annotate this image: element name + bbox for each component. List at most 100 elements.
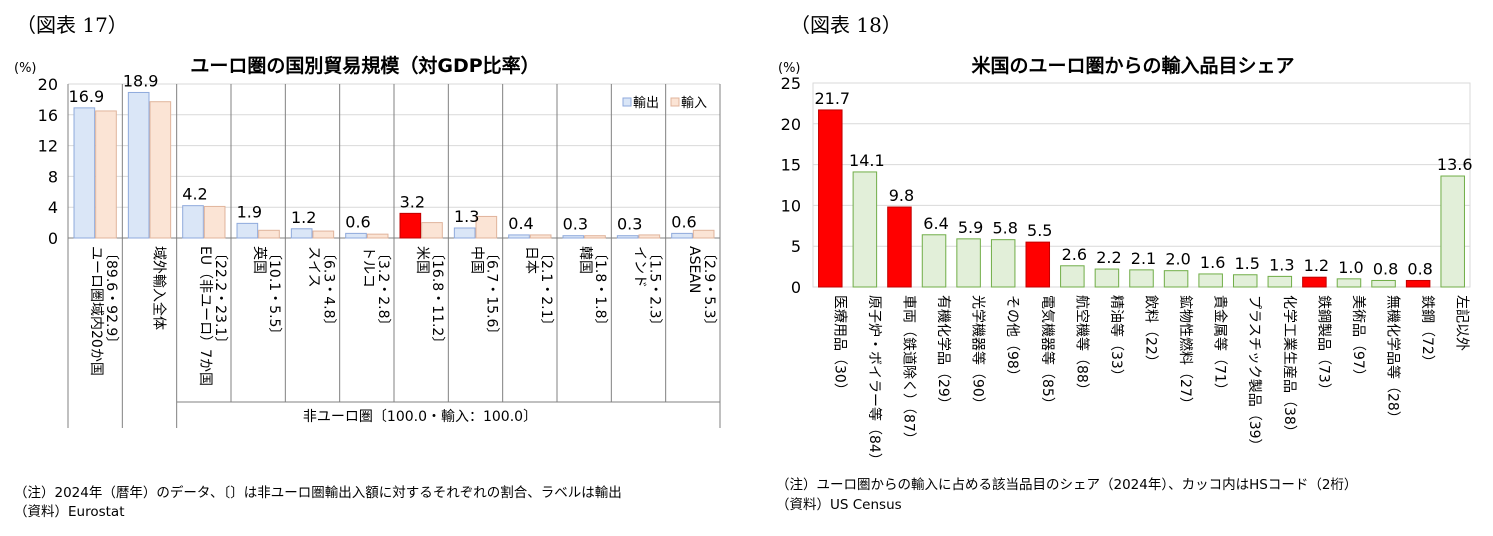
left-category-label: 域外輸入全体: [151, 246, 168, 330]
left-data-label: 18.9: [123, 71, 159, 90]
left-bar-import: [421, 222, 443, 239]
left-note: （注）2024年（暦年）のデータ、〔〕は非ユーロ圏輸出入額に対するそれぞれの割合…: [14, 485, 622, 501]
left-data-label: 0.3: [563, 215, 588, 234]
left-bar-import: [584, 235, 606, 239]
left-category-sublabel: 〔2.1・2.1〕: [538, 246, 554, 333]
left-bar-import: [475, 215, 498, 239]
right-category-label: その他（98）: [1004, 295, 1020, 383]
right-unit-label: (%): [778, 61, 801, 76]
left-category-sublabel: 〔6.3・4.8〕: [321, 246, 337, 333]
right-category-label: 化学工業生産品（38）: [1281, 295, 1297, 439]
left-legend: 輸出 輸入: [622, 96, 707, 111]
right-y-tick-label: 10: [781, 196, 801, 215]
right-data-label: 1.0: [1338, 258, 1363, 277]
left-figure-label: （図表 17）: [16, 13, 128, 37]
left-bar-import: [366, 233, 389, 239]
left-data-label: 0.3: [617, 215, 642, 234]
left-category-sublabel: 〔3.2・2.8〕: [375, 246, 391, 333]
left-figure: （図表 17） ユーロ圏の国別貿易規模（対GDP比率） (%) 0 4 8 12 16 2…: [14, 13, 721, 428]
right-y-tick-label: 5: [791, 237, 801, 256]
right-data-label: 1.5: [1235, 254, 1260, 273]
left-bar-export: [127, 91, 150, 239]
left-category-sublabel: 〔10.1・5.5〕: [266, 246, 282, 341]
right-y-tick-label: 25: [781, 74, 801, 93]
right-bar: [818, 109, 843, 288]
left-y-tick-label: 20: [38, 75, 58, 94]
left-data-label: 3.2: [400, 192, 425, 211]
right-note: （注）ユーロ圏からの輸入に占める該当品目のシェア（2024年）、カッコ内はHSコ…: [776, 477, 1358, 493]
left-data-label: 16.9: [69, 87, 105, 106]
left-category-sublabel: 〔6.7・15.6〕: [484, 246, 500, 341]
left-category-label: スイス: [306, 246, 322, 288]
right-bar: [1302, 276, 1327, 288]
right-category-label: 光学機器等（90）: [970, 295, 987, 411]
left-unit-label: (%): [14, 61, 37, 76]
right-category-label: 貴金属等（71）: [1212, 295, 1229, 397]
left-data-label: 0.4: [508, 214, 533, 233]
left-y-axis: 0 4 8 12 16 20: [38, 75, 58, 248]
right-data-label: 1.6: [1200, 253, 1225, 272]
left-category-label: 米国: [414, 246, 430, 274]
legend-import-label: 輸入: [681, 96, 707, 111]
right-bar: [1198, 273, 1223, 288]
left-y-tick-label: 8: [48, 167, 58, 186]
right-data-label: 5.9: [958, 218, 983, 237]
left-category-label: ユーロ圏域内20か国: [88, 246, 104, 376]
left-category-sublabel: 〔1.5・2.3〕: [647, 246, 663, 333]
right-bar: [956, 238, 981, 288]
right-figure-label: （図表 18）: [790, 13, 902, 37]
right-data-label: 6.4: [923, 214, 948, 233]
left-bar-export: [671, 232, 693, 239]
right-data-label: 2.1: [1131, 249, 1156, 268]
right-bars: [818, 109, 1465, 288]
right-figure: （図表 18） 米国のユーロ圏からの輸入品目シェア (%) 0 5 10 15 20 25…: [778, 13, 1473, 467]
left-bar-export: [73, 107, 96, 239]
right-bar: [1129, 269, 1154, 288]
right-bar: [1371, 279, 1396, 288]
right-category-label: 原子炉・ボイラー等（84）: [866, 295, 883, 467]
left-category-sublabel: 〔16.8・11.2〕: [429, 246, 445, 350]
right-bar: [1060, 265, 1085, 288]
right-category-label: 鉄鋼（72）: [1419, 295, 1435, 369]
left-y-tick-label: 0: [48, 229, 58, 248]
left-data-label: 1.3: [454, 207, 479, 226]
right-category-label: 電気機器等（85）: [1039, 295, 1056, 411]
left-bars: [73, 91, 715, 239]
left-bar-import: [149, 101, 172, 239]
left-y-tick-label: 16: [38, 106, 58, 125]
right-category-label: 航空機等（88）: [1073, 295, 1090, 397]
left-category-sublabel: 〔22.2・23.1〕: [212, 246, 228, 350]
legend-import-swatch: [670, 97, 680, 107]
right-bar: [1163, 270, 1189, 288]
right-category-label: 有機化学品（29）: [935, 295, 951, 411]
left-bar-import: [529, 234, 552, 239]
left-category-label: インド: [632, 246, 648, 288]
right-source: （資料）US Census: [776, 497, 902, 513]
right-category-label: 医療用品（30）: [831, 295, 848, 397]
right-data-label: 13.6: [1437, 155, 1473, 174]
right-bar: [1094, 268, 1120, 288]
right-data-label: 2.0: [1165, 250, 1190, 269]
left-category-label: 英国: [251, 246, 268, 274]
right-category-labels: 医療用品（30） 原子炉・ボイラー等（84） 車両（鉄道除く）（87） 有機化学品（2…: [831, 295, 1470, 467]
right-category-label: プラスチック製品（39）: [1246, 295, 1262, 453]
left-data-label: 0.6: [671, 212, 696, 231]
right-category-label: 鉱物性燃料（27）: [1177, 295, 1194, 411]
left-category-sublabel: 〔2.9・5.3〕: [701, 246, 717, 333]
right-bar: [887, 206, 912, 288]
right-bar: [1267, 275, 1293, 288]
left-category-label: 中国: [469, 246, 485, 274]
left-category-label: トルコ: [360, 246, 376, 288]
left-category-label: 日本: [523, 246, 539, 274]
left-bar-export: [616, 235, 639, 239]
left-data-label: 0.6: [345, 212, 370, 231]
left-bar-export: [290, 228, 313, 239]
right-bar: [1336, 278, 1362, 288]
right-y-axis: 0 5 10 15 20 25: [781, 74, 801, 297]
left-bar-import: [258, 229, 280, 239]
right-chart-title: 米国のユーロ圏からの輸入品目シェア: [971, 54, 1294, 77]
left-data-label: 1.2: [291, 208, 316, 227]
right-data-label: 1.2: [1304, 256, 1329, 275]
right-y-tick-label: 15: [781, 156, 801, 175]
